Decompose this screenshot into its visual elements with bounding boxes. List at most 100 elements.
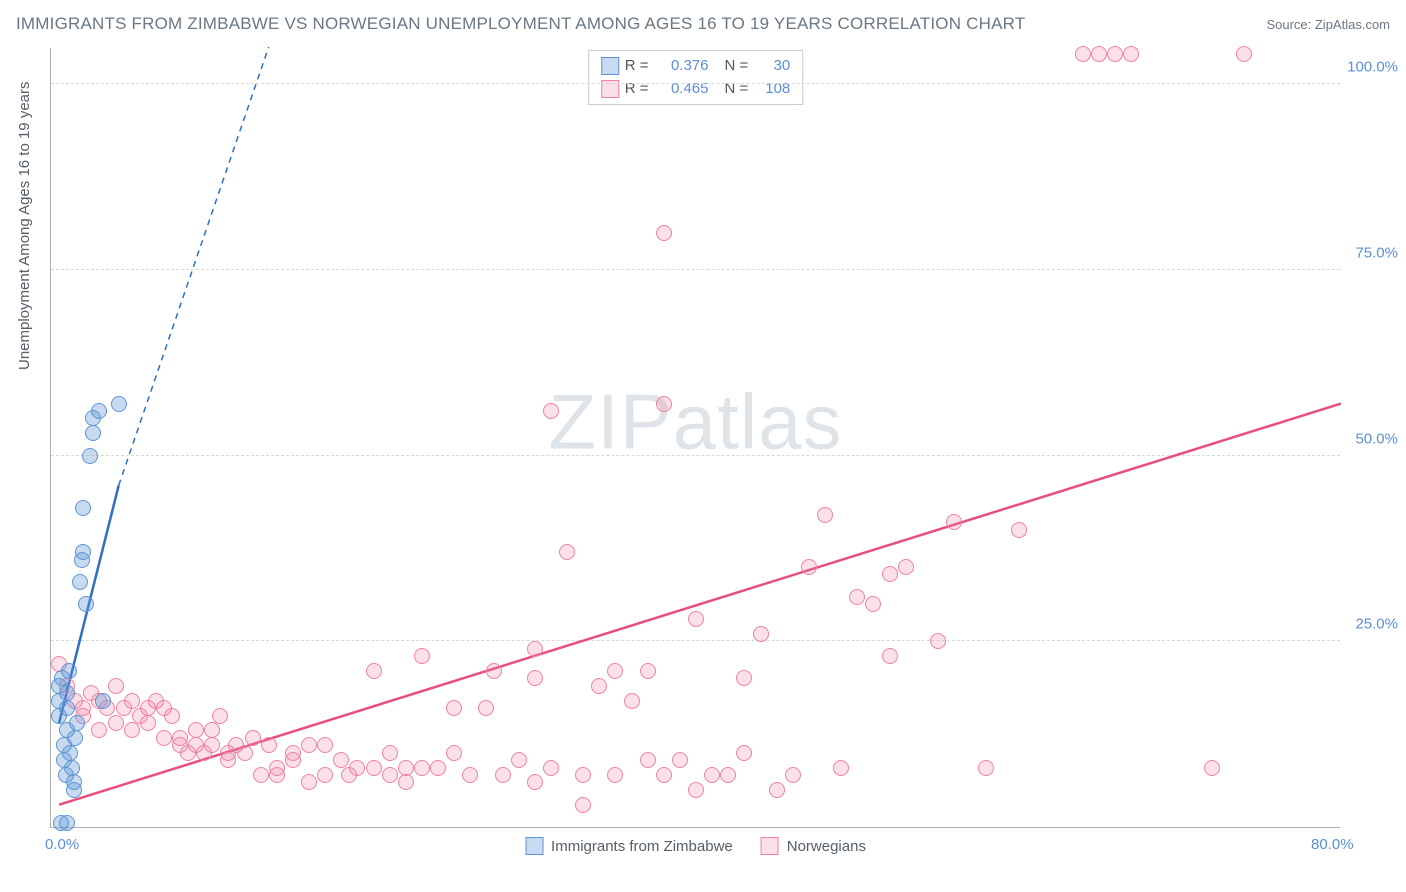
data-point-pink [930,633,946,649]
data-point-pink [736,670,752,686]
data-point-pink [446,745,462,761]
data-point-pink [1236,46,1252,62]
legend-item: Immigrants from Zimbabwe [525,837,733,855]
legend-swatch [761,837,779,855]
data-point-pink [204,722,220,738]
data-point-pink [946,514,962,530]
data-point-pink [124,722,140,738]
data-point-pink [527,774,543,790]
data-point-pink [591,678,607,694]
y-tick-label: 25.0% [1355,616,1398,633]
data-point-pink [640,752,656,768]
data-point-pink [753,626,769,642]
data-point-pink [575,767,591,783]
data-point-pink [898,559,914,575]
data-point-pink [398,774,414,790]
data-point-pink [865,596,881,612]
data-point-pink [486,663,502,679]
data-point-pink [656,225,672,241]
data-point-pink [212,708,228,724]
data-point-pink [656,396,672,412]
y-tick-label: 100.0% [1347,59,1398,76]
data-point-pink [108,678,124,694]
data-point-pink [527,641,543,657]
legend-series: Immigrants from Zimbabwe Norwegians [525,837,866,855]
data-point-pink [495,767,511,783]
x-tick-label: 0.0% [45,836,79,853]
y-tick-label: 75.0% [1355,244,1398,261]
data-point-pink [253,767,269,783]
data-point-pink [301,737,317,753]
data-point-pink [785,767,801,783]
legend-label: Immigrants from Zimbabwe [551,838,733,855]
data-point-pink [446,700,462,716]
legend-swatch [525,837,543,855]
data-point-pink [543,403,559,419]
data-point-pink [301,774,317,790]
data-point-pink [833,760,849,776]
data-point-pink [575,797,591,813]
data-point-pink [704,767,720,783]
plot-area: ZIPatlas R =0.376N =30R =0.465N =108 Imm… [50,48,1340,828]
trend-line [51,47,1341,827]
data-point-pink [108,715,124,731]
data-point-pink [124,693,140,709]
data-point-pink [1091,46,1107,62]
data-point-pink [285,745,301,761]
data-point-pink [769,782,785,798]
data-point-pink [656,767,672,783]
legend-item: Norwegians [761,837,866,855]
data-point-pink [245,730,261,746]
data-point-pink [559,544,575,560]
data-point-pink [269,760,285,776]
data-point-blue [75,500,91,516]
data-point-pink [462,767,478,783]
data-point-pink [624,693,640,709]
data-point-blue [72,574,88,590]
data-point-pink [261,737,277,753]
data-point-pink [607,767,623,783]
data-point-pink [237,745,253,761]
data-point-blue [67,730,83,746]
data-point-blue [59,700,75,716]
data-point-blue [111,396,127,412]
data-point-pink [382,745,398,761]
data-point-pink [736,745,752,761]
data-point-blue [82,448,98,464]
data-point-pink [414,648,430,664]
data-point-pink [1123,46,1139,62]
data-point-pink [140,715,156,731]
data-point-blue [95,693,111,709]
data-point-pink [672,752,688,768]
data-point-blue [64,760,80,776]
data-point-blue [78,596,94,612]
data-point-pink [543,760,559,776]
data-point-pink [801,559,817,575]
data-point-pink [849,589,865,605]
data-point-blue [75,544,91,560]
data-point-pink [607,663,623,679]
data-point-blue [66,782,82,798]
data-point-pink [527,670,543,686]
data-point-pink [688,611,704,627]
data-point-pink [220,752,236,768]
correlation-chart: IMMIGRANTS FROM ZIMBABWE VS NORWEGIAN UN… [0,0,1406,892]
data-point-pink [430,760,446,776]
data-point-blue [61,663,77,679]
legend-label: Norwegians [787,838,866,855]
source-attribution: Source: ZipAtlas.com [1266,17,1390,32]
data-point-pink [882,648,898,664]
data-point-blue [59,685,75,701]
data-point-pink [640,663,656,679]
chart-title: IMMIGRANTS FROM ZIMBABWE VS NORWEGIAN UN… [16,14,1025,34]
data-point-pink [382,767,398,783]
data-point-pink [688,782,704,798]
x-tick-label: 80.0% [1311,836,1354,853]
data-point-pink [414,760,430,776]
data-point-pink [366,760,382,776]
data-point-pink [511,752,527,768]
data-point-pink [882,566,898,582]
data-point-blue [53,815,69,831]
data-point-pink [398,760,414,776]
data-point-blue [62,745,78,761]
